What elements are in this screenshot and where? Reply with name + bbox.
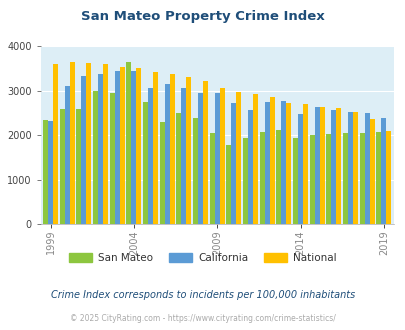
Bar [93, 91, 98, 224]
Bar [231, 103, 236, 224]
Bar [335, 108, 341, 224]
Bar [131, 71, 136, 224]
Bar [302, 104, 307, 224]
Text: San Mateo Property Crime Index: San Mateo Property Crime Index [81, 10, 324, 23]
Bar [176, 113, 181, 224]
Bar [98, 74, 103, 224]
Bar [281, 101, 286, 224]
Bar [53, 64, 58, 224]
Bar [369, 119, 374, 224]
Bar [43, 120, 48, 224]
Bar [153, 72, 158, 224]
Bar [181, 88, 186, 224]
Bar [352, 112, 357, 224]
Bar [226, 145, 231, 224]
Bar [148, 88, 153, 224]
Bar [103, 64, 108, 224]
Bar [326, 134, 330, 224]
Bar [81, 76, 86, 224]
Bar [209, 133, 214, 224]
Bar [375, 132, 380, 224]
Bar [243, 138, 247, 224]
Legend: San Mateo, California, National: San Mateo, California, National [65, 248, 340, 267]
Bar [330, 110, 335, 224]
Bar [186, 77, 191, 224]
Bar [214, 92, 219, 224]
Bar [86, 63, 91, 224]
Bar [236, 92, 241, 224]
Bar [286, 103, 291, 224]
Text: Crime Index corresponds to incidents per 100,000 inhabitants: Crime Index corresponds to incidents per… [51, 290, 354, 300]
Bar [297, 115, 302, 224]
Bar [359, 133, 364, 224]
Bar [314, 107, 319, 224]
Bar [292, 138, 297, 224]
Bar [264, 102, 269, 224]
Bar [276, 130, 281, 224]
Bar [347, 112, 352, 224]
Text: © 2025 CityRating.com - https://www.cityrating.com/crime-statistics/: © 2025 CityRating.com - https://www.city… [70, 314, 335, 323]
Bar [252, 94, 258, 224]
Bar [126, 62, 131, 224]
Bar [76, 109, 81, 224]
Bar [159, 122, 164, 224]
Bar [380, 118, 386, 224]
Bar [198, 92, 202, 224]
Bar [109, 93, 115, 224]
Bar [115, 71, 119, 224]
Bar [386, 131, 390, 224]
Bar [164, 84, 169, 224]
Bar [136, 68, 141, 224]
Bar [319, 107, 324, 224]
Bar [219, 88, 224, 224]
Bar [48, 121, 53, 224]
Bar [269, 97, 274, 224]
Bar [202, 81, 207, 224]
Bar [192, 118, 198, 224]
Bar [143, 102, 148, 224]
Bar [119, 67, 124, 224]
Bar [70, 62, 75, 224]
Bar [309, 135, 314, 224]
Bar [364, 113, 369, 224]
Bar [60, 109, 65, 224]
Bar [247, 110, 252, 224]
Bar [65, 86, 70, 224]
Bar [169, 74, 174, 224]
Bar [342, 133, 347, 224]
Bar [259, 132, 264, 224]
